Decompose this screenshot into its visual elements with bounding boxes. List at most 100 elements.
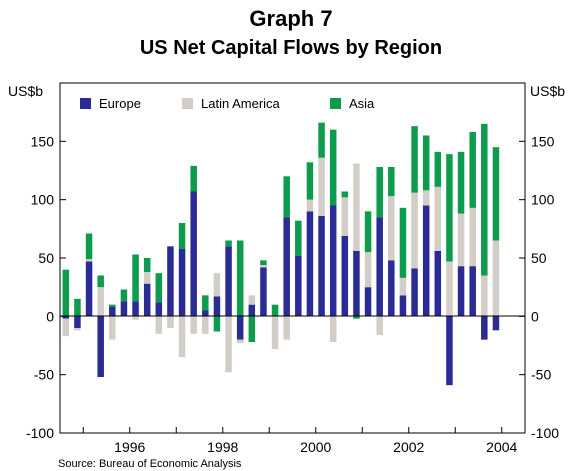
bar-europe-2000Q1 — [318, 216, 325, 317]
bar-latin-america-2002Q4 — [446, 261, 453, 317]
bar-asia-2001Q2 — [376, 167, 383, 218]
bar-europe-2003Q3 — [481, 316, 488, 340]
y-tick-label-right: 150 — [531, 133, 555, 149]
bar-europe-2001Q3 — [388, 260, 395, 317]
bar-europe-1996Q2 — [143, 283, 151, 317]
bar-latin-america-1998Q4 — [260, 265, 267, 268]
bar-europe-2002Q3 — [434, 251, 442, 317]
bar-europe-1998Q2 — [236, 316, 244, 340]
bar-europe-1997Q3 — [202, 310, 209, 317]
bar-asia-2001Q1 — [364, 211, 372, 253]
bar-europe-1997Q2 — [190, 191, 197, 317]
bar-europe-2001Q2 — [376, 217, 383, 317]
bar-asia-1995Q3 — [109, 304, 116, 307]
bar-latin-america-2001Q3 — [388, 196, 395, 261]
bar-europe-1999Q4 — [306, 211, 314, 317]
graph-label: Graph 7 — [249, 6, 333, 31]
bar-europe-1996Q3 — [155, 302, 163, 317]
bar-europe-2002Q1 — [411, 268, 418, 317]
bar-europe-1995Q3 — [109, 307, 116, 317]
bar-asia-1994Q3 — [62, 269, 70, 317]
bar-asia-1994Q4 — [74, 298, 81, 317]
bar-asia-1997Q1 — [178, 223, 186, 249]
bar-asia-1999Q3 — [295, 220, 302, 256]
bar-latin-america-1995Q3 — [109, 316, 116, 340]
bar-asia-1996Q2 — [143, 258, 151, 272]
bar-europe-2002Q4 — [446, 316, 453, 386]
bar-europe-2000Q3 — [341, 235, 349, 317]
bar-asia-2001Q4 — [399, 207, 407, 278]
bar-asia-1997Q4 — [213, 316, 221, 332]
bar-asia-2002Q2 — [422, 135, 430, 191]
legend-swatch-europe — [80, 98, 91, 109]
bar-latin-america-2001Q1 — [364, 252, 372, 288]
bar-latin-america-2001Q2 — [376, 316, 383, 335]
bar-asia-2002Q3 — [434, 151, 442, 187]
bar-europe-2003Q1 — [457, 266, 465, 317]
bar-latin-america-2000Q4 — [353, 163, 360, 251]
bar-asia-1995Q4 — [120, 289, 128, 302]
bar-europe-1996Q4 — [167, 246, 174, 317]
bar-latin-america-1996Q4 — [167, 316, 174, 328]
bar-latin-america-2003Q4 — [492, 240, 500, 317]
bar-latin-america-1994Q4 — [74, 328, 81, 331]
bar-europe-2001Q1 — [364, 287, 372, 317]
bar-latin-america-2003Q1 — [457, 213, 465, 267]
bar-asia-1996Q3 — [155, 273, 163, 303]
bar-asia-2000Q2 — [329, 129, 337, 206]
x-tick-label: 2002 — [393, 439, 424, 455]
bar-asia-1997Q2 — [190, 165, 197, 192]
y-tick-label-right: 100 — [531, 192, 555, 208]
bar-latin-america-1999Q2 — [283, 316, 290, 340]
bar-asia-1995Q2 — [97, 275, 104, 288]
legend: Europe Latin America Asia — [80, 96, 375, 111]
x-tick-label: 1998 — [207, 439, 238, 455]
bar-asia-2000Q3 — [341, 191, 349, 198]
bar-europe-1997Q1 — [178, 248, 186, 317]
bar-europe-2000Q4 — [353, 251, 360, 317]
bar-latin-america-1998Q3 — [248, 295, 256, 305]
bar-latin-america-2000Q1 — [318, 157, 325, 216]
bar-europe-1999Q2 — [283, 217, 290, 317]
bar-asia-2001Q3 — [388, 167, 395, 197]
bar-europe-1997Q4 — [213, 296, 221, 317]
bar-europe-2001Q4 — [399, 295, 407, 317]
bar-latin-america-1996Q3 — [155, 316, 163, 334]
y-tick-label-right: 50 — [531, 250, 547, 266]
legend-swatch-latin-america — [182, 98, 193, 109]
y-tick-label-left: -100 — [26, 425, 54, 441]
bar-europe-1994Q3 — [62, 316, 70, 319]
bar-asia-2003Q3 — [481, 123, 488, 276]
legend-label-asia: Asia — [349, 96, 375, 111]
bar-latin-america-1997Q1 — [178, 316, 186, 358]
legend-swatch-asia — [330, 98, 341, 109]
bar-europe-2003Q4 — [492, 316, 500, 331]
bar-latin-america-1998Q2 — [236, 339, 244, 344]
x-tick-label: 1996 — [114, 439, 145, 455]
legend-label-europe: Europe — [99, 96, 141, 111]
bar-asia-1998Q1 — [225, 240, 232, 247]
bar-latin-america-1999Q1 — [271, 316, 279, 349]
bar-latin-america-1996Q1 — [132, 316, 139, 320]
bar-europe-1998Q3 — [248, 304, 256, 317]
y-axis-unit-left: US$b — [8, 83, 43, 99]
bar-latin-america-1996Q2 — [143, 272, 151, 284]
bar-asia-1998Q4 — [260, 260, 267, 265]
bar-asia-1995Q1 — [85, 233, 93, 260]
bar-asia-1998Q3 — [248, 316, 256, 342]
bar-latin-america-2002Q3 — [434, 186, 442, 251]
x-tick-label: 2000 — [300, 439, 331, 455]
source-note: Source: Bureau of Economic Analysis — [58, 458, 242, 470]
bar-europe-2003Q2 — [469, 266, 476, 317]
plot-frame — [59, 82, 526, 434]
y-tick-label-left: 0 — [46, 308, 54, 324]
bar-latin-america-2000Q2 — [329, 316, 337, 342]
bar-europe-1998Q4 — [260, 267, 267, 317]
bar-asia-1997Q3 — [202, 295, 209, 311]
y-tick-label-left: -50 — [34, 367, 54, 383]
bar-europe-1995Q4 — [120, 301, 128, 317]
y-tick-label-left: 100 — [31, 192, 55, 208]
legend-label-latin-america: Latin America — [201, 96, 281, 111]
bar-latin-america-2001Q4 — [399, 277, 407, 296]
y-tick-label-left: 50 — [38, 250, 54, 266]
